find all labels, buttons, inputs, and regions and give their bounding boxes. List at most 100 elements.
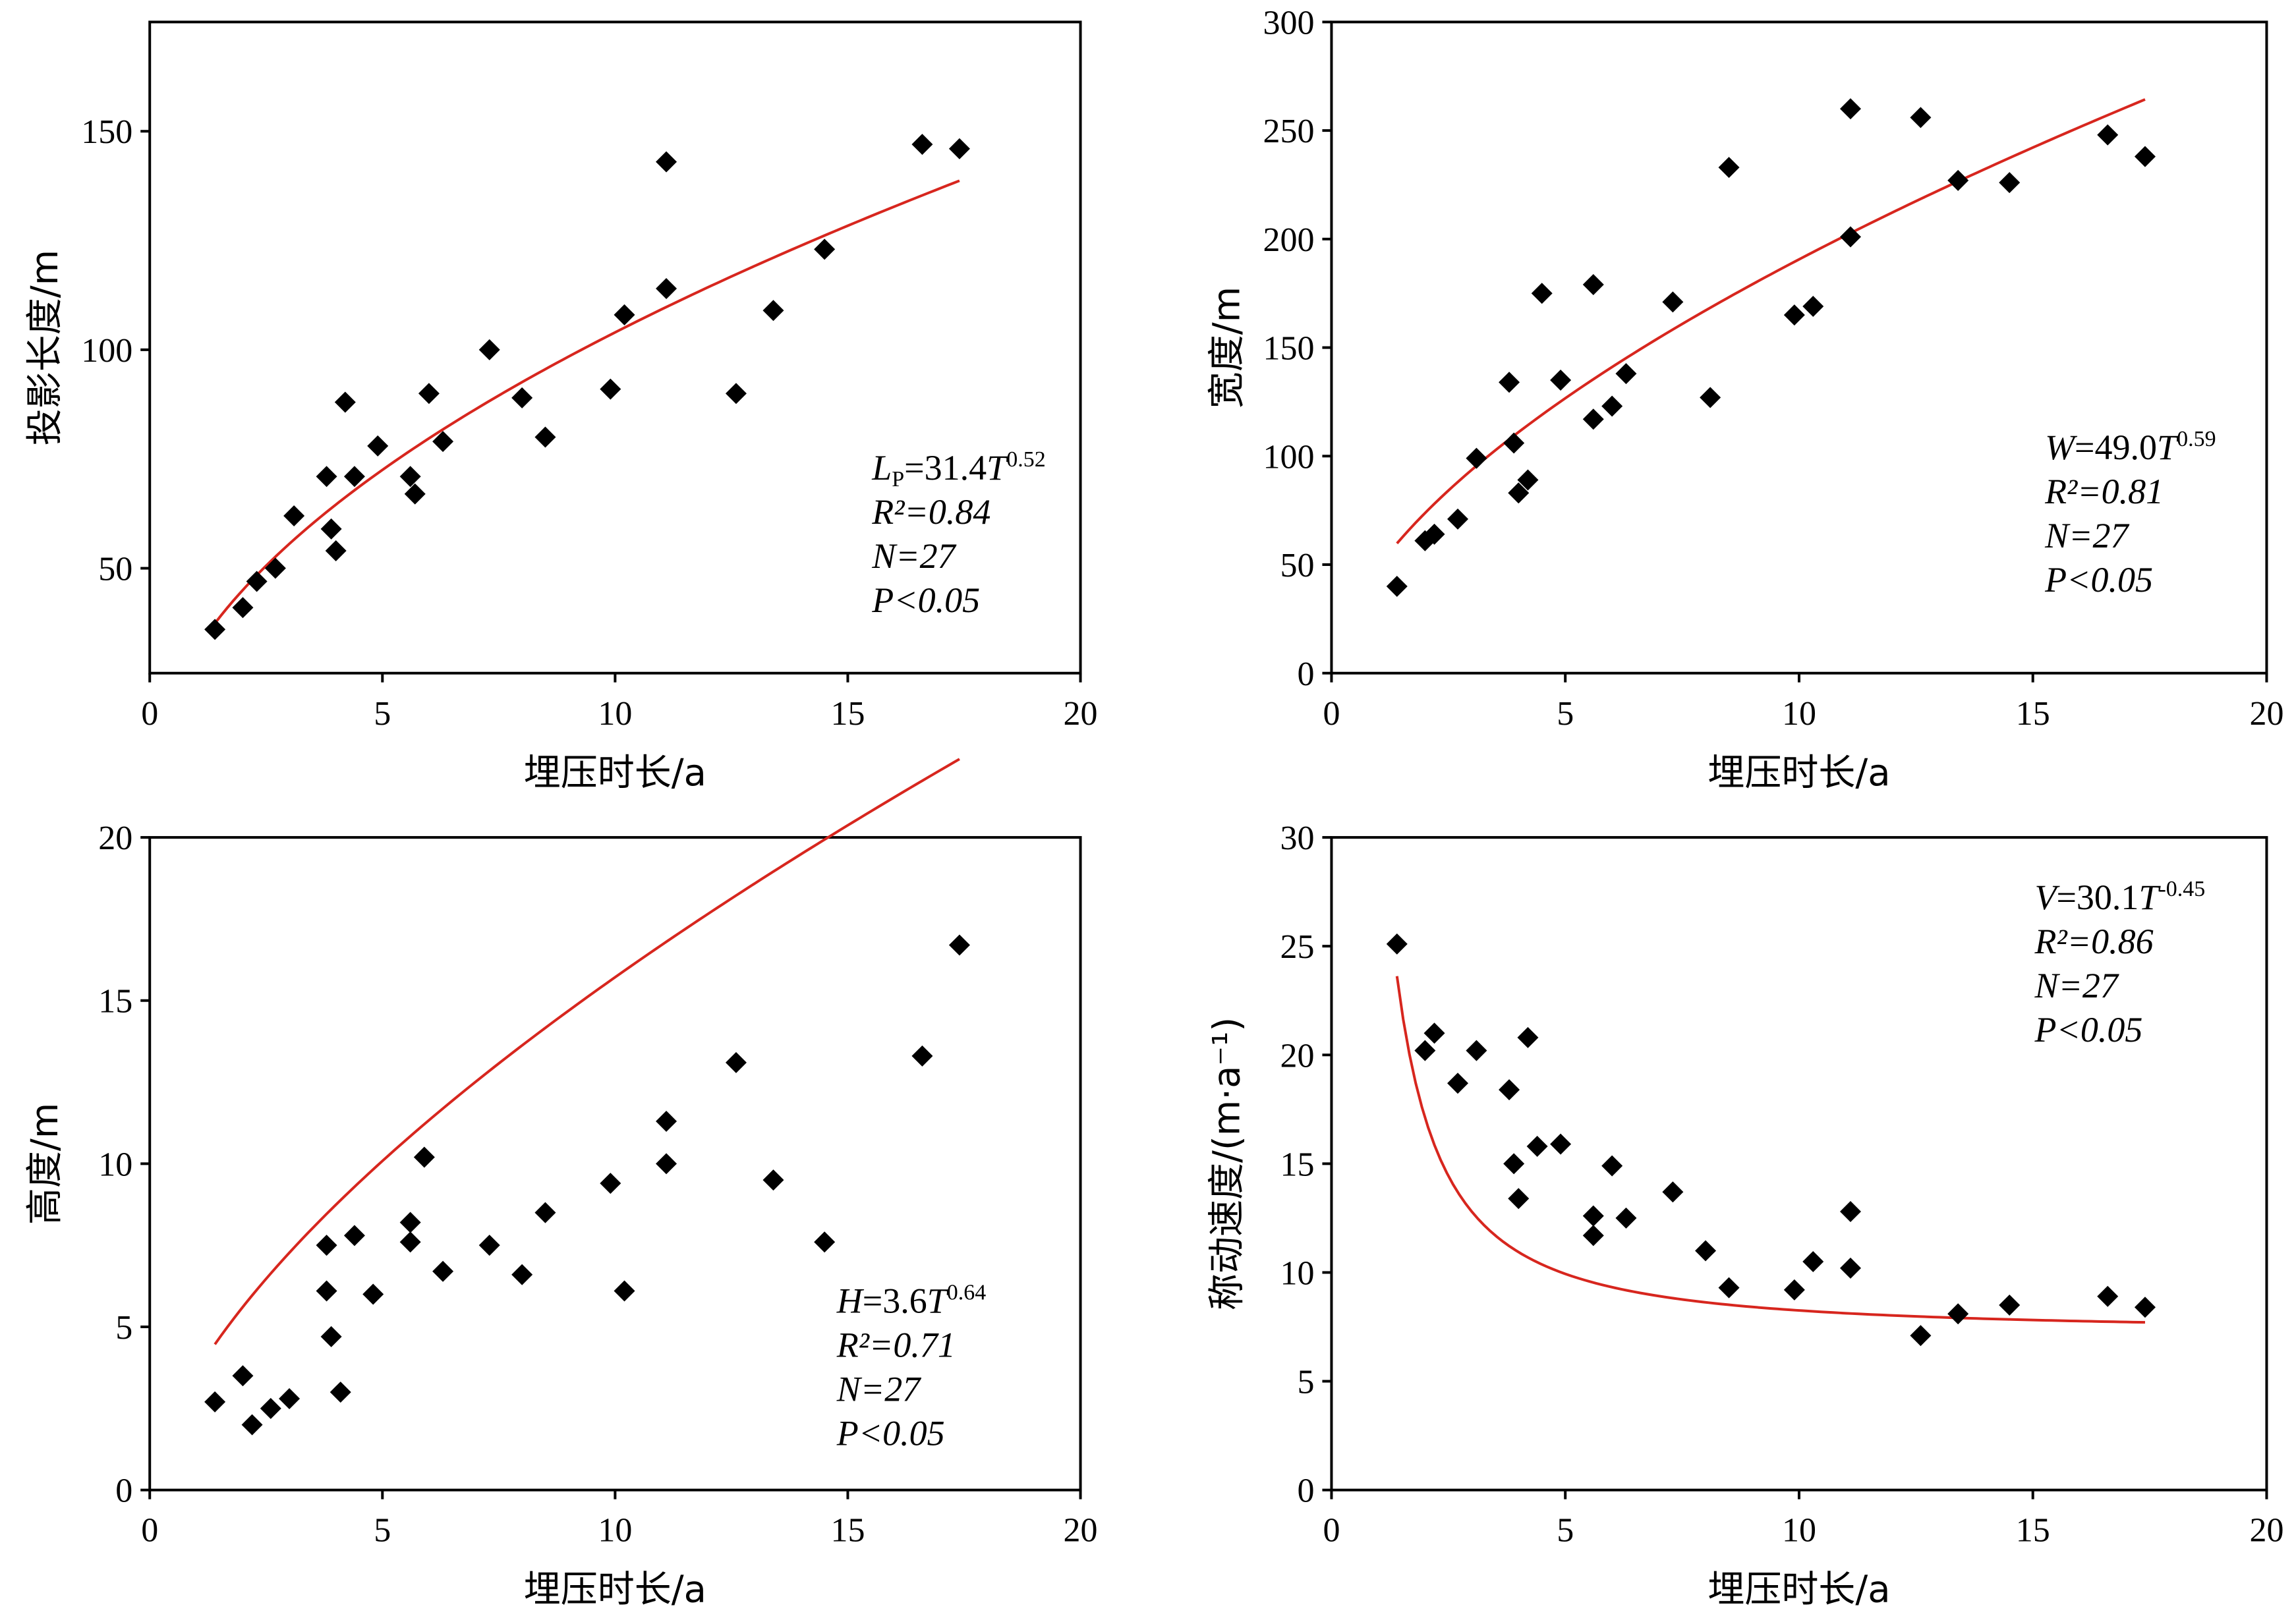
- y-tick-label: 25: [1280, 928, 1314, 966]
- data-point: [1447, 1073, 1469, 1094]
- data-point: [911, 1045, 933, 1067]
- y-axis-title: 高度/m: [24, 1103, 67, 1225]
- data-point: [1423, 523, 1445, 545]
- data-point: [334, 391, 356, 413]
- sample-size: N=27: [2034, 966, 2119, 1005]
- data-point: [534, 1202, 556, 1223]
- data-point: [1662, 291, 1684, 313]
- fit-curve: [214, 758, 960, 1345]
- x-tick-label: 10: [1782, 695, 1816, 733]
- data-point: [1718, 1277, 1740, 1299]
- data-point: [343, 466, 365, 488]
- data-point: [1783, 304, 1805, 326]
- data-point: [320, 1326, 342, 1347]
- data-point: [279, 1387, 301, 1409]
- y-tick-label: 20: [98, 820, 132, 857]
- data-point: [511, 387, 533, 408]
- data-point: [325, 540, 347, 562]
- data-point: [1601, 1155, 1623, 1177]
- data-point: [614, 1280, 635, 1302]
- data-point: [1499, 1079, 1520, 1101]
- data-point: [478, 1235, 500, 1256]
- data-point: [204, 1391, 226, 1412]
- x-tick-label: 15: [830, 1512, 865, 1550]
- data-point: [1802, 1250, 1824, 1272]
- y-tick-label: 5: [115, 1309, 132, 1347]
- data-point: [418, 383, 440, 405]
- p-value: P<0.05: [836, 1413, 945, 1453]
- data-point: [1783, 1279, 1805, 1300]
- data-point: [320, 518, 342, 540]
- data-point: [2134, 146, 2156, 167]
- data-point: [725, 383, 747, 405]
- data-point: [1503, 1153, 1525, 1175]
- data-point: [1582, 274, 1604, 296]
- data-point: [1947, 1303, 1969, 1325]
- fit-curve: [1395, 976, 2146, 1324]
- data-point: [316, 466, 337, 488]
- x-axis-title: 埋压时长/a: [1708, 1569, 1890, 1611]
- r-squared: R²=0.71: [836, 1325, 956, 1364]
- data-point: [1582, 408, 1604, 430]
- r-squared: R²=0.84: [871, 492, 990, 532]
- x-tick-label: 0: [141, 1512, 158, 1550]
- y-tick-label: 200: [1263, 221, 1314, 259]
- data-point: [1414, 1040, 1436, 1061]
- data-point: [1700, 387, 1721, 408]
- data-point: [1447, 508, 1469, 530]
- data-point: [241, 1414, 263, 1436]
- y-tick-label: 0: [115, 1472, 132, 1510]
- data-point: [814, 238, 836, 260]
- data-point: [1999, 172, 2021, 194]
- y-tick-label: 15: [98, 983, 132, 1021]
- y-tick-label: 5: [1297, 1364, 1314, 1401]
- x-axis-title: 埋压时长/a: [524, 752, 706, 795]
- data-point: [614, 304, 635, 325]
- data-point: [1839, 1201, 1861, 1223]
- data-point: [1910, 1325, 1932, 1347]
- data-point: [762, 300, 784, 322]
- data-point: [413, 1146, 435, 1168]
- p-value: P<0.05: [2044, 560, 2153, 600]
- panel-movement-speed: 0 5 10 15 20 0 5 10 15 20 25 30 埋压时长/a 称动速度/(m·a⁻¹) V=…: [1205, 820, 2283, 1611]
- x-axis-title: 埋压时长/a: [524, 1569, 706, 1611]
- data-point: [600, 378, 621, 400]
- data-point: [1423, 1022, 1445, 1044]
- data-point: [656, 1153, 677, 1175]
- data-point: [399, 1212, 421, 1233]
- data-point: [725, 1051, 747, 1073]
- y-tick-label: 15: [1280, 1146, 1314, 1183]
- data-point: [1947, 169, 1969, 191]
- data-point: [399, 1231, 421, 1253]
- x-tick-label: 10: [1782, 1512, 1816, 1550]
- data-point: [316, 1235, 337, 1256]
- data-point: [2097, 124, 2119, 146]
- x-tick-label: 15: [2016, 1512, 2050, 1550]
- data-point: [367, 435, 389, 457]
- data-point: [1802, 295, 1824, 317]
- data-point: [246, 571, 268, 592]
- data-point: [1503, 432, 1525, 454]
- data-point: [432, 1260, 454, 1282]
- x-tick-label: 0: [1323, 695, 1340, 733]
- data-point: [1550, 1133, 1572, 1155]
- data-point: [1582, 1225, 1604, 1246]
- data-point: [656, 151, 677, 173]
- panel-height: 0 5 10 15 20 0 5 10 15 20 埋压时长/a 高度/m H=3.6T0.64 R²=0…: [24, 758, 1098, 1611]
- data-point: [1526, 1135, 1548, 1157]
- p-value: P<0.05: [871, 580, 980, 620]
- x-axis-title: 埋压时长/a: [1708, 752, 1890, 795]
- r-squared: R²=0.81: [2044, 472, 2164, 511]
- sample-size: N=27: [836, 1369, 921, 1409]
- x-tick-label: 15: [830, 695, 865, 733]
- data-point: [1615, 1207, 1637, 1229]
- data-point: [656, 278, 677, 300]
- data-point: [1508, 1188, 1530, 1210]
- y-tick-label: 10: [1280, 1254, 1314, 1292]
- x-tick-label: 0: [1323, 1512, 1340, 1550]
- data-point: [762, 1169, 784, 1191]
- y-axis-title: 宽度/m: [1205, 287, 1248, 408]
- data-point: [600, 1173, 621, 1194]
- data-point: [656, 1110, 677, 1132]
